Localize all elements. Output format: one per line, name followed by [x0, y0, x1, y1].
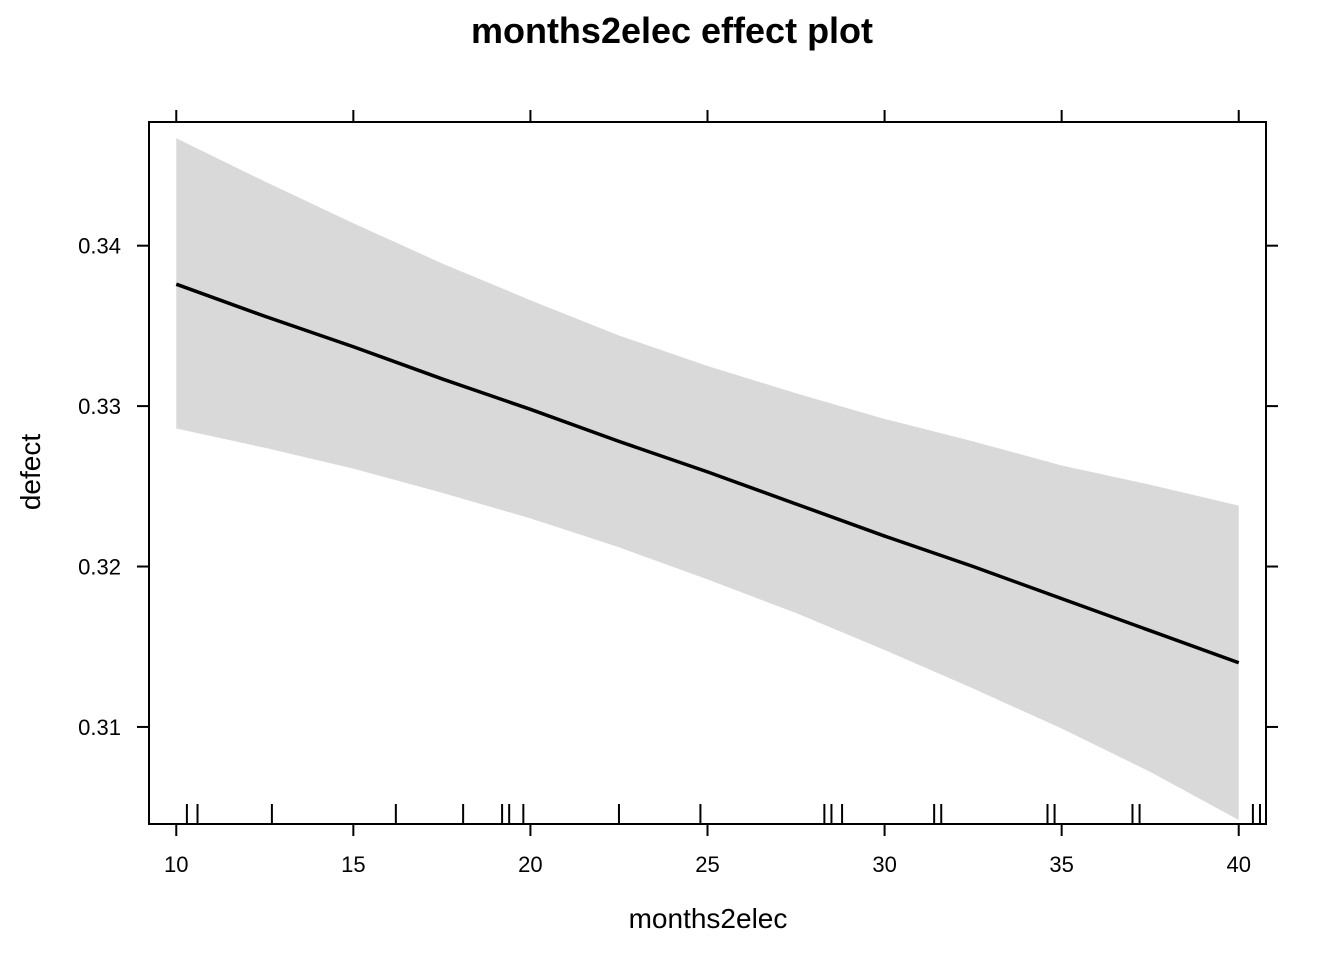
chart-title: months2elec effect plot — [471, 10, 873, 51]
x-tick-label: 25 — [695, 852, 719, 877]
plot-area: 10 15 20 25 30 35 40 0.31 0.32 0.33 0.34 — [78, 110, 1278, 877]
y-tick-label: 0.33 — [78, 394, 121, 419]
x-tick-label: 20 — [518, 852, 542, 877]
x-tick-label: 15 — [341, 852, 365, 877]
effect-line — [175, 282, 1240, 665]
confidence-band — [176, 138, 1239, 820]
x-tick-label: 30 — [872, 852, 896, 877]
y-axis-title: defect — [15, 434, 46, 510]
x-tick-label: 35 — [1049, 852, 1073, 877]
y-tick-label: 0.32 — [78, 555, 121, 580]
x-tick-label: 40 — [1226, 852, 1250, 877]
y-tick-label: 0.31 — [78, 715, 121, 740]
y-tick-label: 0.34 — [78, 234, 121, 259]
x-tick-label: 10 — [164, 852, 188, 877]
x-axis-title: months2elec — [629, 903, 788, 934]
